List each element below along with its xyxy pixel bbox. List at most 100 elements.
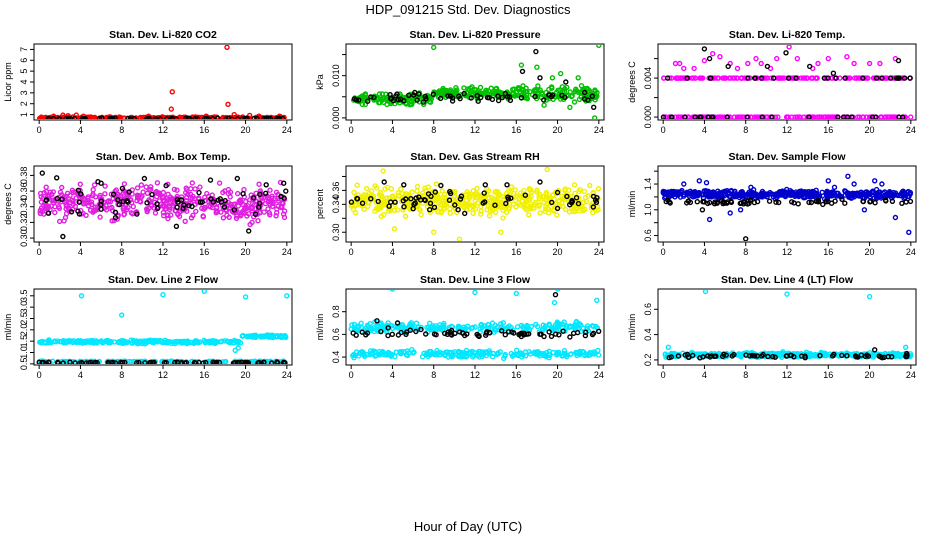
data-point xyxy=(43,340,49,346)
data-point xyxy=(134,197,140,204)
data-point xyxy=(510,86,516,93)
data-point xyxy=(796,192,803,199)
data-point xyxy=(532,86,538,93)
data-point xyxy=(502,332,508,338)
data-point xyxy=(847,75,853,81)
x-tick-label: 24 xyxy=(594,370,604,380)
data-point xyxy=(802,353,808,359)
data-point xyxy=(486,329,493,336)
data-point xyxy=(486,194,492,201)
data-point xyxy=(747,197,753,204)
data-point xyxy=(482,199,488,205)
data-point xyxy=(189,180,196,186)
data-point xyxy=(752,75,758,81)
data-point xyxy=(537,210,543,216)
data-point xyxy=(730,75,736,81)
y-tick-label: 3.5 xyxy=(19,290,29,303)
data-point xyxy=(138,182,145,188)
data-point xyxy=(169,89,176,95)
data-point xyxy=(581,352,588,358)
data-point xyxy=(541,333,547,340)
data-point xyxy=(186,202,192,209)
x-tick-label: 8 xyxy=(431,125,436,135)
data-point xyxy=(477,329,483,335)
data-point xyxy=(60,112,66,118)
x-tick-label: 16 xyxy=(511,125,521,135)
x-tick-label: 4 xyxy=(78,125,83,135)
data-point xyxy=(97,214,103,220)
data-point xyxy=(156,190,163,197)
data-point xyxy=(411,92,417,98)
data-point xyxy=(395,189,401,196)
data-point xyxy=(500,320,506,326)
data-point xyxy=(879,75,885,81)
data-point xyxy=(839,196,845,203)
data-point xyxy=(562,206,569,213)
data-point xyxy=(413,320,420,326)
data-point xyxy=(256,204,262,210)
data-point xyxy=(68,338,75,344)
data-point xyxy=(365,98,371,104)
data-point xyxy=(813,187,819,194)
data-point xyxy=(858,352,865,358)
data-point xyxy=(728,188,734,195)
data-point xyxy=(727,114,733,119)
data-point xyxy=(554,212,560,218)
data-point xyxy=(489,320,496,326)
x-tick-label: 8 xyxy=(431,247,436,257)
x-tick-label: 8 xyxy=(743,247,748,257)
data-point xyxy=(401,203,407,210)
data-point xyxy=(554,352,560,358)
data-point xyxy=(185,115,191,119)
data-point xyxy=(595,347,601,354)
data-point xyxy=(596,328,602,334)
data-point xyxy=(753,55,759,62)
data-point xyxy=(549,75,556,81)
data-point xyxy=(113,187,120,193)
data-point xyxy=(125,115,131,119)
x-tick-label: 12 xyxy=(158,125,168,135)
x-tick-label: 8 xyxy=(743,370,748,380)
data-point xyxy=(851,60,857,67)
data-point xyxy=(747,75,753,81)
data-point xyxy=(406,92,412,99)
data-point xyxy=(861,207,868,213)
data-point xyxy=(533,48,539,55)
data-point xyxy=(873,114,879,119)
data-point xyxy=(470,188,476,194)
data-point xyxy=(518,333,524,340)
data-point xyxy=(361,93,367,100)
data-point xyxy=(99,115,105,119)
data-point xyxy=(814,75,820,81)
data-point xyxy=(434,326,441,332)
data-point xyxy=(64,358,71,364)
data-point xyxy=(187,191,194,198)
data-point xyxy=(439,188,445,194)
data-point xyxy=(553,331,559,337)
data-point xyxy=(86,199,93,206)
data-point xyxy=(453,196,459,202)
x-tick-label: 24 xyxy=(282,370,292,380)
data-point xyxy=(194,116,201,119)
data-point xyxy=(508,184,515,190)
data-point xyxy=(577,348,583,355)
data-point xyxy=(869,351,876,358)
series-points xyxy=(37,170,289,240)
data-point xyxy=(676,114,682,119)
data-point xyxy=(224,45,230,50)
y-tick-label: 6 xyxy=(19,58,29,63)
data-point xyxy=(174,339,181,345)
data-point xyxy=(882,189,888,195)
data-point xyxy=(504,209,510,216)
data-point xyxy=(458,193,465,199)
data-point xyxy=(164,339,171,345)
data-point xyxy=(833,75,839,81)
y-tick-label: 1.5 xyxy=(19,335,29,348)
data-point xyxy=(546,92,552,98)
data-point xyxy=(720,75,726,81)
data-point xyxy=(452,202,458,208)
data-point xyxy=(416,91,422,97)
data-point xyxy=(560,203,566,210)
data-point xyxy=(727,210,733,216)
